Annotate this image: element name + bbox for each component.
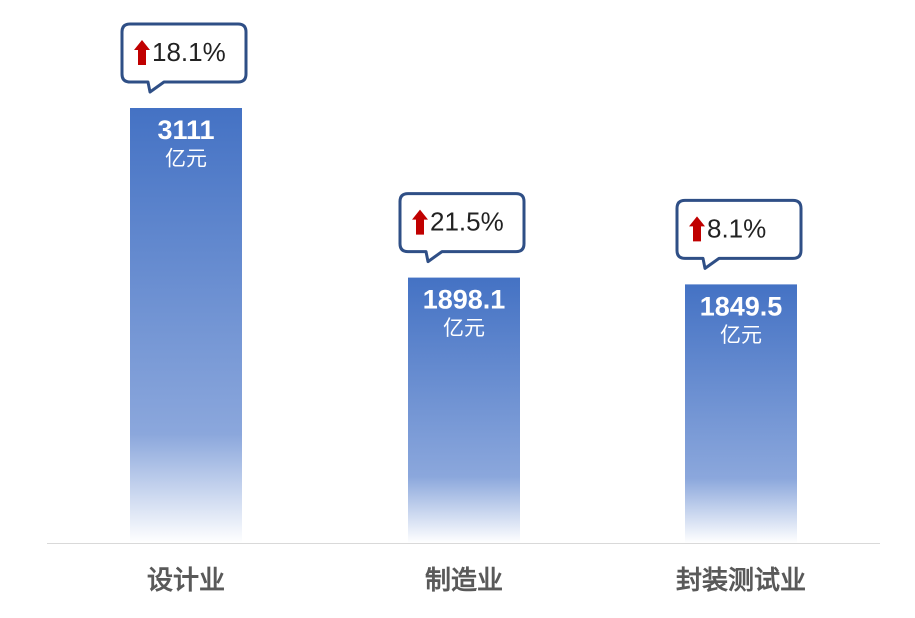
growth-label: 21.5%	[430, 206, 504, 236]
growth-label: 18.1%	[152, 37, 226, 67]
x-tick-label: 制造业	[425, 565, 503, 595]
growth-callout: 21.5%	[398, 192, 526, 264]
bar	[408, 277, 520, 543]
unit-label: 亿元	[720, 324, 762, 347]
bar	[685, 284, 797, 543]
value-label: 1898.1	[423, 285, 506, 315]
unit-label: 亿元	[165, 148, 207, 171]
x-tick-label: 设计业	[147, 565, 225, 595]
unit-label: 亿元	[443, 317, 485, 340]
growth-callout: 18.1%	[120, 22, 248, 94]
growth-callout: 8.1%	[675, 198, 803, 270]
value-label: 3111	[157, 115, 214, 145]
callout-box	[120, 22, 248, 94]
up-arrow	[689, 216, 705, 242]
growth-label: 8.1%	[707, 213, 766, 243]
bar	[130, 108, 242, 543]
up-arrow	[134, 40, 150, 65]
up-arrow	[412, 209, 428, 235]
value-label: 1849.5	[700, 292, 783, 322]
x-tick-label: 封装测试业	[676, 565, 806, 595]
callout-box	[675, 198, 803, 270]
callout-box	[398, 192, 526, 264]
